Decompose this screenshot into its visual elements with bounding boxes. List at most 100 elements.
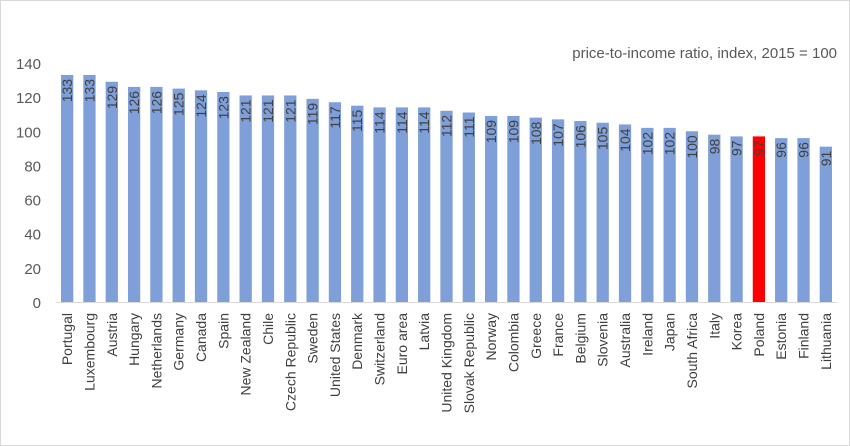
category-label: Finland [796,313,812,359]
category-label: Colombia [505,313,521,372]
category-label: New Zealand [238,313,254,396]
bar [484,115,498,303]
bar [529,117,542,302]
category-label: Czech Republic [282,313,298,411]
category-label: Netherlands [148,313,164,389]
category-label: Greece [528,313,544,359]
data-label: 117 [327,106,343,129]
category-label: United States [327,313,343,397]
data-label: 109 [483,120,499,144]
chart-note: price-to-income ratio, index, 2015 = 100 [572,45,837,62]
bar [150,86,163,303]
bar [306,98,319,302]
category-label: Denmark [349,312,365,370]
bar [819,146,832,302]
category-label: Switzerland [372,313,388,385]
category-label: Hungary [126,313,142,366]
data-label: 121 [260,99,276,123]
data-label: 100 [684,135,700,159]
y-tick-label: 140 [16,56,41,73]
data-label: 126 [126,91,142,115]
data-label: 108 [528,121,544,145]
y-tick-label: 40 [24,227,41,244]
data-label: 109 [505,120,521,144]
category-label: Austria [104,313,120,357]
bar [61,74,74,302]
category-label: Estonia [773,313,789,360]
category-label: Poland [751,313,767,357]
data-label: 107 [550,123,566,147]
data-label: 102 [662,132,678,156]
bar [775,138,788,302]
category-label: Slovenia [595,313,611,367]
bar [685,131,699,302]
data-label: 119 [305,103,321,126]
data-label: 97 [729,140,745,156]
bar [752,136,766,302]
category-label: Canada [193,313,209,362]
bar [261,95,275,302]
data-label: 91 [818,150,834,166]
bar [217,92,230,303]
category-label: Belgium [572,313,588,364]
data-label: 112 [439,115,455,138]
bar [328,102,342,302]
y-tick-label: 120 [16,90,41,107]
bar [574,121,587,303]
data-label: 96 [796,142,812,158]
category-label: Sweden [305,313,321,364]
y-tick-label: 20 [24,261,41,278]
bar [596,122,609,302]
bar [797,138,810,302]
bar [507,115,520,303]
bar [172,88,185,302]
data-label: 129 [104,86,120,110]
bar [462,112,475,302]
bar [730,136,743,302]
category-label: Germany [171,313,187,371]
data-label: 102 [639,132,655,156]
data-label: 114 [416,111,432,134]
data-label: 133 [81,79,97,103]
bar [618,124,632,302]
category-label: Latvia [416,313,432,351]
data-label: 105 [595,127,611,151]
bar [194,90,208,302]
data-label: 114 [394,111,410,134]
data-label: 98 [706,138,722,154]
bar [641,127,654,302]
data-label: 96 [773,142,789,158]
data-label: 115 [349,109,365,132]
category-label: Luxembourg [81,313,97,391]
category-label: Italy [706,313,722,339]
category-label: Slovak Republic [461,313,477,413]
bar [440,110,453,302]
category-label: Chile [260,313,276,345]
category-label: Ireland [639,313,655,356]
bar [127,86,141,303]
bar [708,134,721,302]
category-label: Japan [662,313,678,351]
y-tick-label: 0 [33,295,41,312]
category-label: South Africa [684,313,700,389]
category-label: Lithuania [818,313,834,370]
bar [395,107,409,302]
data-label: 121 [238,99,254,123]
data-label: 106 [572,125,588,149]
bar [663,127,676,302]
data-label: 125 [171,92,187,116]
data-label: 121 [282,99,298,123]
category-label: United Kingdom [439,313,455,413]
data-label: 133 [59,79,75,103]
bar [373,107,386,302]
bar [551,119,565,302]
data-label: 124 [193,94,209,118]
y-tick-label: 80 [24,158,41,175]
data-label: 111 [461,116,477,137]
data-label: 114 [372,111,388,134]
category-label: Australia [617,313,633,368]
data-label: 123 [215,96,231,120]
data-label: 104 [617,128,633,152]
